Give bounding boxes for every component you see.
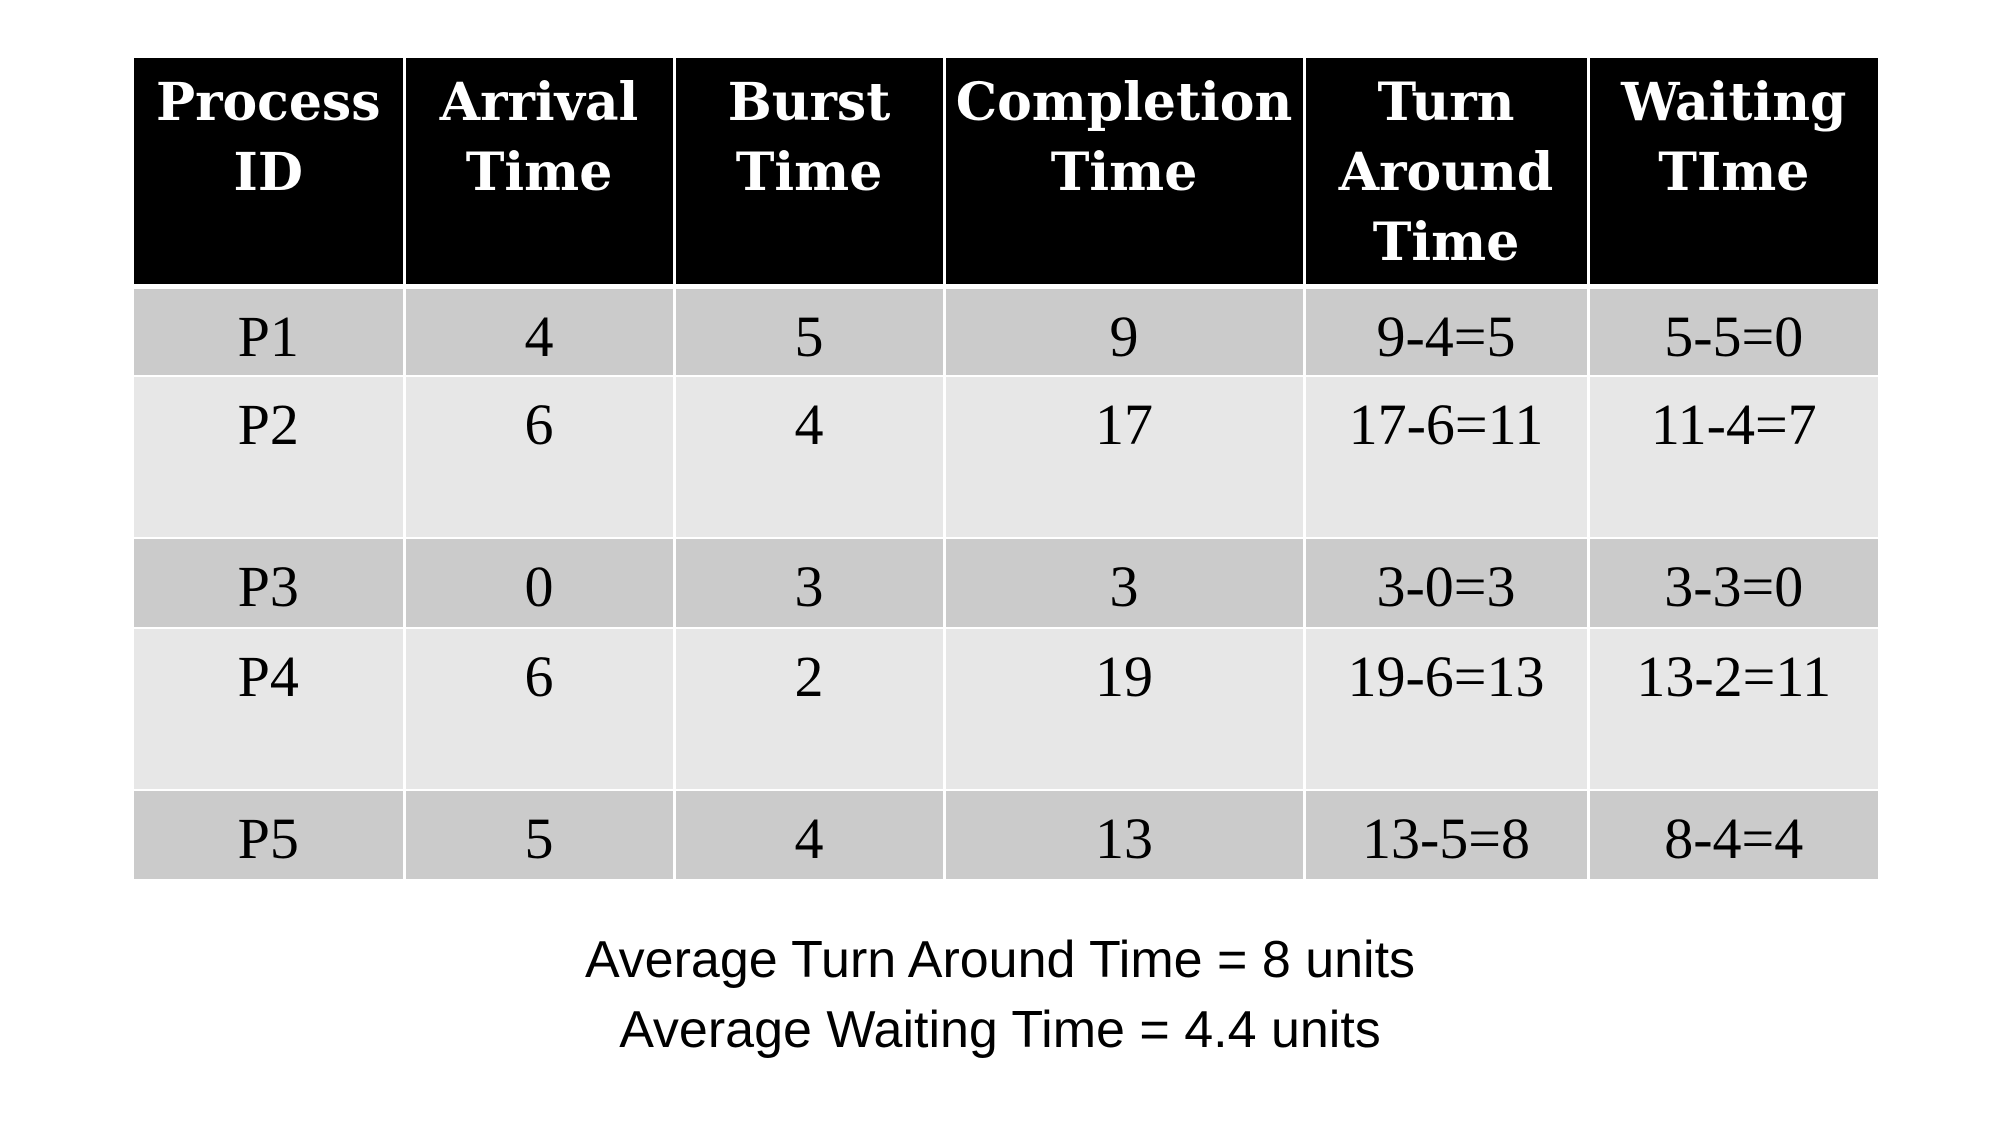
header-row: Process ID Arrival Time Burst Time Compl… (134, 58, 1878, 289)
header-process-id: Process ID (134, 58, 406, 289)
cell-burst-time: 3 (672, 537, 946, 629)
header-turn-around-time: Turn Around Time (1302, 58, 1590, 289)
cell-turn-around-time: 19-6=13 (1302, 627, 1590, 791)
cell-arrival-time: 6 (402, 375, 676, 539)
cell-arrival-time: 0 (402, 537, 676, 629)
cell-completion-time: 9 (942, 285, 1306, 377)
cell-process-id: P5 (134, 789, 406, 881)
process-schedule-table: Process ID Arrival Time Burst Time Compl… (134, 58, 1878, 881)
cell-completion-time: 3 (942, 537, 1306, 629)
summary-block: Average Turn Around Time = 8 units Avera… (0, 925, 2000, 1065)
cell-arrival-time: 5 (402, 789, 676, 881)
table-row: P3 0 3 3 3-0=3 3-3=0 (134, 537, 1878, 629)
table-row: P1 4 5 9 9-4=5 5-5=0 (134, 285, 1878, 377)
cell-turn-around-time: 3-0=3 (1302, 537, 1590, 629)
cell-turn-around-time: 13-5=8 (1302, 789, 1590, 881)
header-arrival-time: Arrival Time (402, 58, 676, 289)
cell-waiting-time: 3-3=0 (1586, 537, 1878, 629)
header-waiting-time: Waiting TIme (1586, 58, 1878, 289)
cell-waiting-time: 13-2=11 (1586, 627, 1878, 791)
cell-process-id: P4 (134, 627, 406, 791)
cell-arrival-time: 6 (402, 627, 676, 791)
cell-completion-time: 13 (942, 789, 1306, 881)
table-row: P4 6 2 19 19-6=13 13-2=11 (134, 627, 1878, 791)
cell-burst-time: 4 (672, 789, 946, 881)
cell-turn-around-time: 17-6=11 (1302, 375, 1590, 539)
table-row: P2 6 4 17 17-6=11 11-4=7 (134, 375, 1878, 539)
header-completion-time: Completion Time (942, 58, 1306, 289)
cell-waiting-time: 11-4=7 (1586, 375, 1878, 539)
cell-process-id: P3 (134, 537, 406, 629)
cell-process-id: P2 (134, 375, 406, 539)
table-row: P5 5 4 13 13-5=8 8-4=4 (134, 789, 1878, 881)
cell-burst-time: 2 (672, 627, 946, 791)
cell-completion-time: 19 (942, 627, 1306, 791)
cell-burst-time: 4 (672, 375, 946, 539)
average-turnaround-text: Average Turn Around Time = 8 units (584, 931, 1416, 989)
header-burst-time: Burst Time (672, 58, 946, 289)
cell-process-id: P1 (134, 285, 406, 377)
cell-turn-around-time: 9-4=5 (1302, 285, 1590, 377)
cell-waiting-time: 5-5=0 (1586, 285, 1878, 377)
cell-waiting-time: 8-4=4 (1586, 789, 1878, 881)
cell-arrival-time: 4 (402, 285, 676, 377)
cell-completion-time: 17 (942, 375, 1306, 539)
cell-burst-time: 5 (672, 285, 946, 377)
average-waiting-text: Average Waiting Time = 4.4 units (619, 1001, 1381, 1059)
